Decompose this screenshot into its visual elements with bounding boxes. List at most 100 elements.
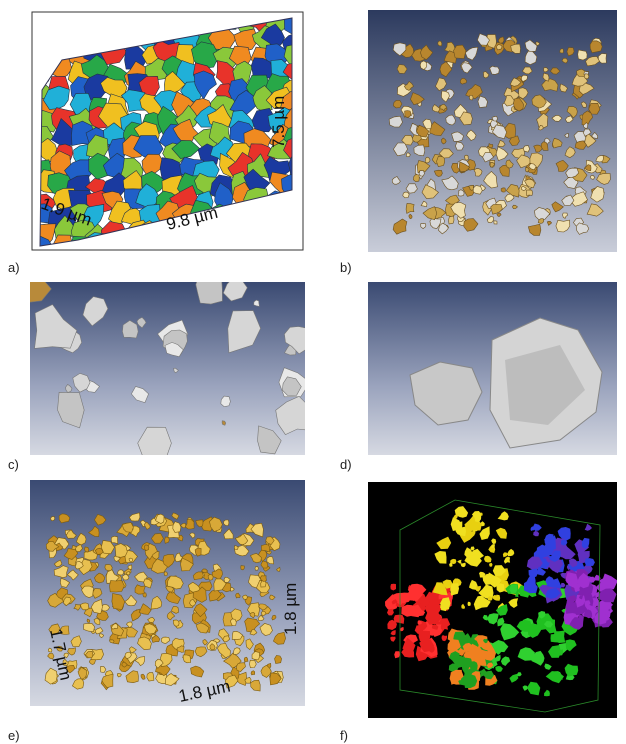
particle — [166, 611, 176, 621]
particle — [496, 583, 505, 593]
particle — [505, 183, 520, 198]
particle — [65, 529, 77, 539]
particle — [521, 74, 528, 83]
particle — [466, 129, 477, 141]
particle — [535, 41, 541, 46]
particle — [82, 296, 109, 327]
particle — [269, 672, 282, 686]
particle — [495, 604, 508, 616]
particle — [83, 622, 95, 633]
particle — [545, 576, 555, 586]
particle — [543, 67, 549, 73]
particle — [482, 614, 488, 621]
particle — [189, 598, 197, 607]
particle — [240, 565, 245, 571]
particle — [250, 670, 255, 676]
particle — [74, 561, 84, 570]
particle — [231, 630, 243, 640]
particle — [566, 106, 578, 119]
particle — [420, 222, 427, 229]
particle — [562, 212, 568, 219]
particle — [469, 579, 478, 590]
particle — [530, 526, 535, 531]
particle — [99, 633, 105, 638]
particle — [146, 672, 155, 682]
particle — [489, 562, 493, 567]
particle — [441, 635, 448, 642]
particle — [111, 593, 126, 610]
particle — [220, 395, 231, 408]
particle — [581, 537, 590, 548]
particle — [516, 154, 533, 169]
particle — [598, 53, 607, 64]
particle — [110, 535, 119, 545]
particle — [390, 630, 396, 636]
particle — [502, 552, 509, 558]
particle — [576, 572, 590, 589]
particle — [202, 639, 208, 646]
particle — [144, 58, 169, 81]
particles-c — [30, 282, 305, 455]
particle — [44, 667, 58, 685]
particle — [532, 523, 542, 531]
particle — [566, 47, 575, 57]
particle — [484, 555, 492, 563]
particle — [542, 72, 550, 82]
particle — [555, 159, 569, 172]
particle — [479, 526, 490, 540]
particle — [121, 573, 130, 581]
particle — [431, 624, 439, 630]
particle — [503, 556, 511, 564]
particle — [438, 222, 449, 235]
particle — [533, 530, 540, 537]
particle — [416, 160, 431, 173]
particle — [537, 125, 544, 131]
particle — [586, 203, 604, 217]
particle — [72, 372, 91, 393]
particle — [578, 595, 584, 600]
panel-label: a) — [8, 260, 20, 275]
particle — [486, 216, 494, 224]
particle — [589, 40, 603, 54]
particle — [143, 544, 150, 552]
particle — [564, 663, 579, 677]
particle — [387, 608, 394, 616]
particle — [402, 191, 410, 199]
particle — [271, 614, 277, 621]
particle — [524, 649, 531, 657]
particle — [207, 574, 214, 581]
particle — [58, 513, 71, 524]
particle — [136, 317, 147, 329]
particle — [164, 536, 170, 544]
particle — [143, 623, 158, 635]
particle — [53, 559, 63, 568]
particle — [599, 578, 610, 587]
particle — [533, 144, 544, 153]
particle — [172, 619, 180, 627]
particle — [280, 89, 292, 111]
particle — [477, 33, 490, 46]
particle — [273, 632, 286, 645]
particle — [269, 594, 276, 601]
particle — [109, 580, 125, 593]
particle — [417, 621, 423, 625]
particle — [415, 645, 430, 662]
particle — [435, 77, 447, 91]
particle — [509, 584, 518, 594]
particle — [65, 383, 73, 393]
particle — [151, 533, 164, 544]
particle — [388, 115, 403, 128]
particle — [497, 511, 509, 521]
particle — [284, 326, 305, 355]
particle — [468, 643, 482, 658]
particle — [258, 603, 269, 611]
particle — [137, 636, 152, 651]
particle — [245, 638, 254, 651]
particle — [121, 661, 128, 668]
particle — [468, 95, 474, 101]
particle — [525, 167, 530, 173]
particle — [94, 572, 106, 584]
particle — [414, 608, 426, 616]
particle — [491, 115, 498, 122]
particle — [247, 602, 260, 617]
